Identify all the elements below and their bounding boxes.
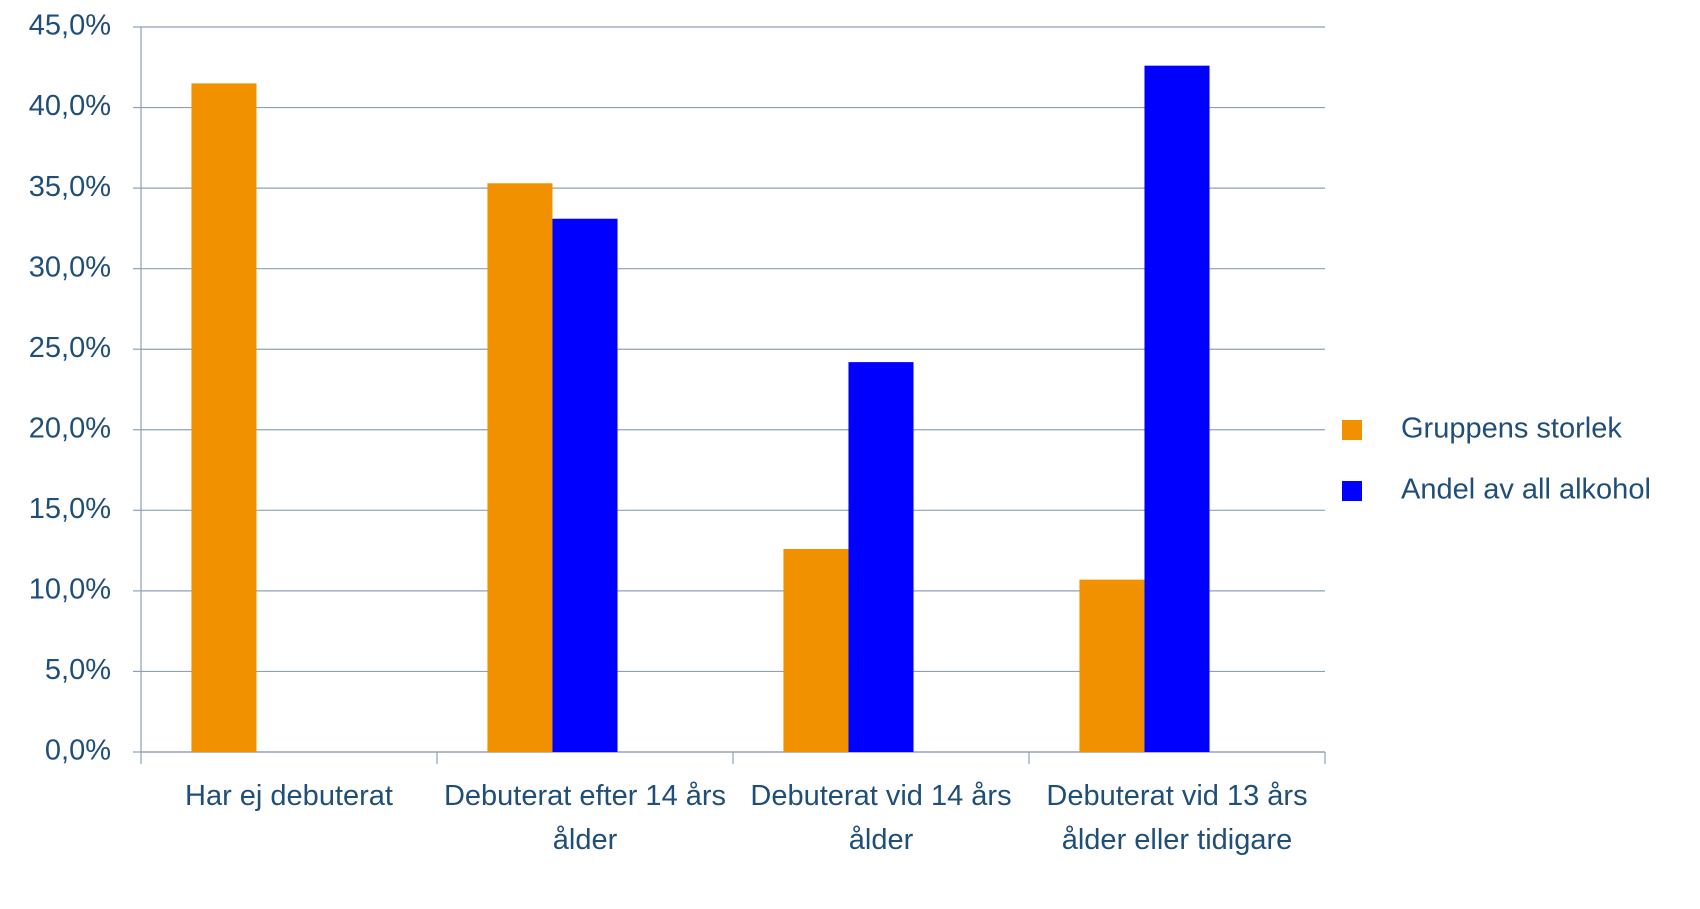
y-tick-label: 45,0% [29,10,111,42]
x-tick-label: Debuterat vid 14 års ålder [750,780,1012,856]
bar [848,362,914,752]
legend-swatch [1342,420,1362,440]
bar [191,83,257,752]
x-tick-label: Debuterat efter 14 års ålder [443,780,727,856]
y-tick-label: 10,0% [29,574,111,606]
y-tick-label: 35,0% [29,171,111,203]
legend-swatch [1342,481,1362,501]
bar [552,218,618,752]
y-tick-label: 25,0% [29,332,111,364]
legend-label: Andel av all alkohol [1401,474,1651,506]
legend-label: Gruppens storlek [1401,413,1622,445]
bar [1079,579,1145,752]
y-tick-label: 0,0% [45,735,111,767]
y-tick-label: 30,0% [29,251,111,283]
x-tick-label: Debuterat vid 13 års ålder eller tidigar… [1046,780,1308,856]
y-tick-label: 15,0% [29,493,111,525]
x-tick-label: Har ej debuterat [185,780,393,812]
y-tick-label: 5,0% [45,654,111,686]
bar [783,549,849,752]
y-tick-label: 20,0% [29,412,111,444]
y-tick-label: 40,0% [29,90,111,122]
bar [487,183,553,752]
bar [1144,65,1210,752]
